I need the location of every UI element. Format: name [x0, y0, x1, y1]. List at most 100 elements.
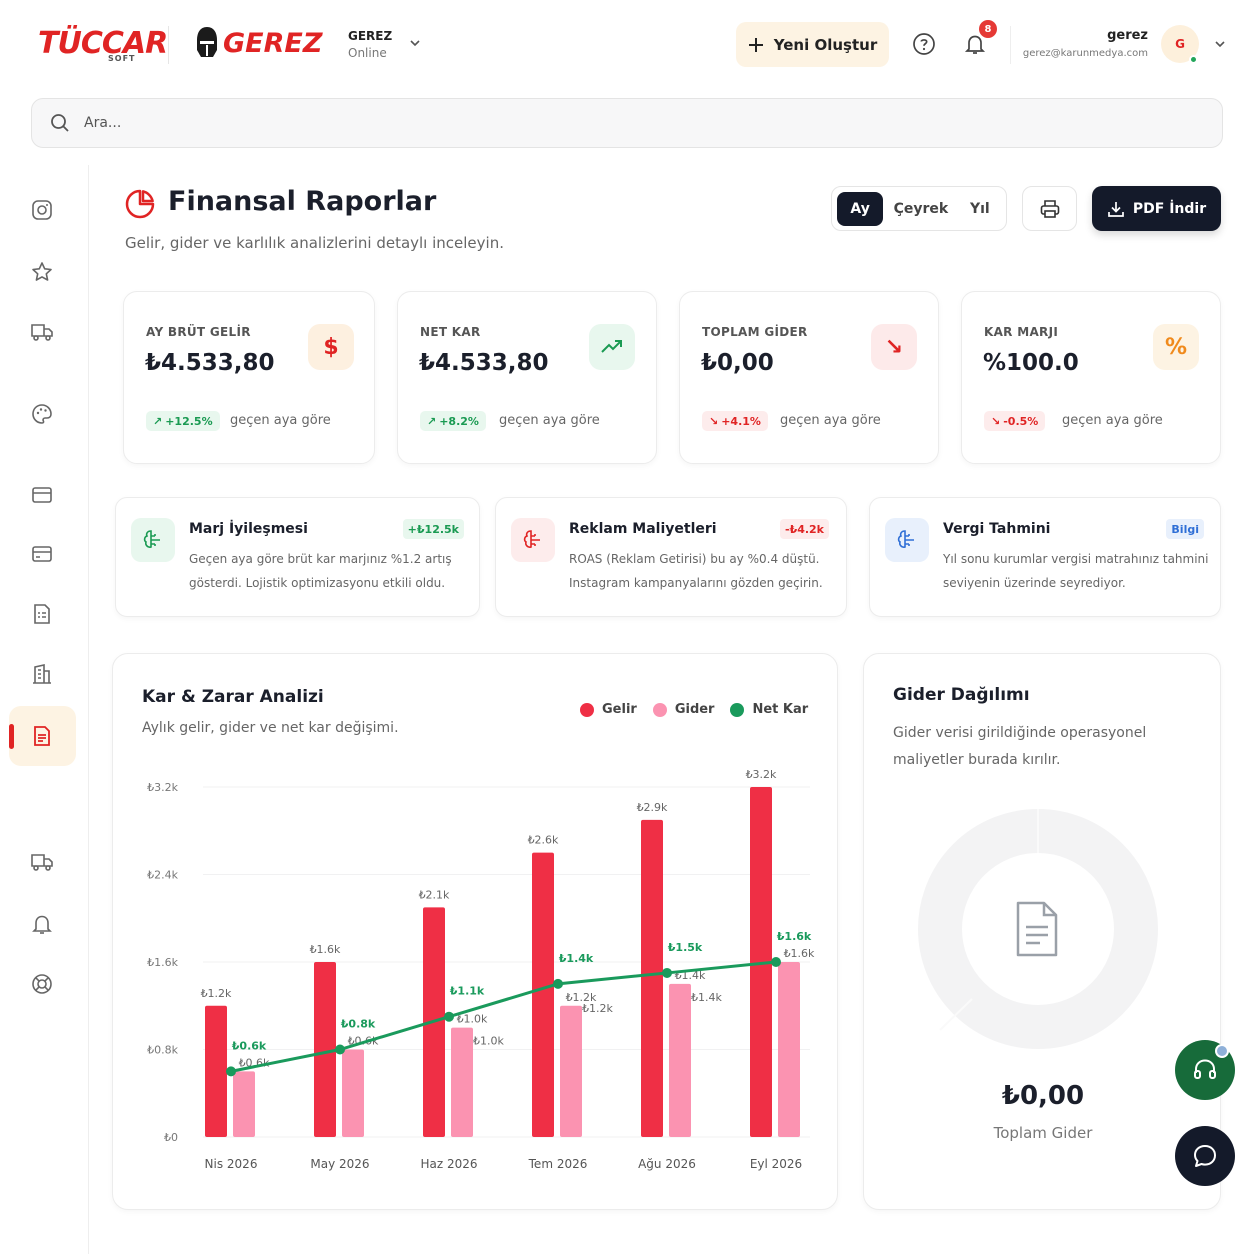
- insight-card-tax[interactable]: Vergi Tahmini Bilgi Yıl sonu kurumlar ve…: [869, 497, 1221, 617]
- sidebar-item-shipping[interactable]: [28, 318, 56, 346]
- net-profit-label: ₺1.6k: [777, 930, 812, 943]
- kpi-label: KAR MARJI: [984, 325, 1059, 339]
- insight-card-ad-costs[interactable]: Reklam Maliyetleri -₺4.2k ROAS (Reklam G…: [495, 497, 847, 617]
- bar-income: [641, 819, 663, 1137]
- legend-item-expense[interactable]: Gider: [652, 702, 714, 717]
- bar-income-label: ₺1.6k: [310, 943, 341, 956]
- bar-expense-label: ₺1.0k: [473, 1035, 504, 1048]
- legend-item-income[interactable]: Gelir: [580, 702, 637, 717]
- building-icon: [33, 664, 51, 684]
- y-tick-label: ₺3.2k: [147, 781, 178, 794]
- insight-title: Marj İyileşmesi: [189, 521, 308, 537]
- net-profit-line: [230, 960, 777, 1073]
- tuccar-logo[interactable]: TÜCCAR SOFT: [38, 26, 168, 63]
- pie-chart-icon: [125, 189, 155, 219]
- chevron-down-icon[interactable]: [1213, 37, 1227, 51]
- palette-icon: [32, 404, 52, 424]
- sidebar-item-payments[interactable]: [28, 540, 56, 568]
- sidebar-item-reports[interactable]: [28, 722, 56, 750]
- y-tick-label: ₺2.4k: [147, 869, 178, 882]
- search-icon: [51, 114, 69, 132]
- sidebar-divider: [88, 165, 89, 1254]
- pdf-download-button[interactable]: PDF İndir: [1092, 186, 1221, 231]
- search-input[interactable]: [84, 115, 1184, 131]
- report-icon: [34, 726, 50, 746]
- chart-legend: Gelir Gider Net Kar: [580, 702, 808, 717]
- bar-expense-label: ₺1.0k: [457, 1013, 488, 1026]
- chevron-down-icon[interactable]: [408, 36, 422, 50]
- sidebar-item-support[interactable]: [28, 970, 56, 998]
- bar-expense: [233, 1071, 255, 1137]
- x-tick-label: Nis 2026: [205, 1157, 258, 1171]
- y-tick-label: ₺0.8k: [147, 1044, 178, 1057]
- bar-expense-label: ₺1.2k: [566, 991, 597, 1004]
- insight-tag: +₺12.5k: [402, 519, 464, 539]
- message-button[interactable]: [1175, 1126, 1235, 1186]
- kpi-card-profit-margin: KAR MARJI %100.0 % ↘ -0.5% geçen aya göre: [961, 291, 1221, 464]
- sidebar-item-company[interactable]: [28, 660, 56, 688]
- legend-item-net-profit[interactable]: Net Kar: [730, 702, 808, 717]
- create-new-button[interactable]: Yeni Oluştur: [736, 22, 889, 67]
- kpi-label: AY BRÜT GELİR: [146, 325, 251, 339]
- user-name[interactable]: gerez: [1107, 28, 1148, 43]
- chart-subtitle: Aylık gelir, gider ve net kar değişimi.: [142, 720, 399, 736]
- kpi-label: NET KAR: [420, 325, 481, 339]
- period-year-tab[interactable]: Yıl: [969, 200, 990, 217]
- sidebar-item-instagram[interactable]: [28, 196, 56, 224]
- trend-down-icon: ↘: [709, 414, 719, 428]
- company-switcher[interactable]: GEREZ Online: [348, 29, 392, 60]
- sidebar-item-favorites[interactable]: [28, 258, 56, 286]
- distribution-title: Gider Dağılımı: [893, 685, 1030, 705]
- insight-card-margin[interactable]: Marj İyileşmesi +₺12.5k Geçen aya göre b…: [115, 497, 480, 617]
- bar-income: [205, 1005, 227, 1137]
- sidebar-active-highlight: [9, 706, 76, 766]
- kpi-compare-text: geçen aya göre: [1062, 413, 1163, 428]
- sidebar-active-indicator: [9, 724, 14, 749]
- notification-bell-icon[interactable]: [963, 32, 987, 56]
- sidebar-item-logistics[interactable]: [28, 848, 56, 876]
- download-icon: [1108, 201, 1124, 217]
- bar-expense-label: ₺1.2k: [582, 1002, 613, 1015]
- status-dot: [1215, 1044, 1229, 1058]
- sidebar-item-wallet[interactable]: [28, 481, 56, 509]
- online-status-dot: [1189, 55, 1198, 64]
- sidebar-item-design[interactable]: [28, 400, 56, 428]
- sidebar-item-notifications[interactable]: [28, 910, 56, 938]
- page-title: Finansal Raporlar: [168, 186, 437, 217]
- kpi-change-badge: ↗ +8.2%: [420, 411, 486, 431]
- net-profit-point: [444, 1011, 454, 1022]
- print-button[interactable]: [1022, 186, 1077, 231]
- trending-up-icon: [589, 324, 635, 370]
- top-bar: TÜCCAR SOFT GEREZ GEREZ Online Yeni Oluşt…: [0, 0, 1254, 90]
- period-quarter-tab[interactable]: Çeyrek: [893, 200, 949, 217]
- search-bar[interactable]: [31, 98, 1223, 148]
- bar-income-label: ₺2.9k: [637, 801, 668, 814]
- net-profit-point: [226, 1066, 236, 1077]
- profit-loss-card: Kar & Zarar Analizi Aylık gelir, gider v…: [112, 653, 838, 1210]
- period-month-tab[interactable]: Ay: [837, 191, 884, 226]
- trend-up-icon: ↗: [153, 414, 163, 428]
- donut-segment-divider: [939, 809, 1039, 1031]
- page-subtitle: Gelir, gider ve karlılık analizlerini de…: [125, 234, 504, 252]
- bar-expense: [778, 962, 800, 1137]
- document-icon: [1016, 901, 1058, 957]
- header-divider: [168, 26, 169, 64]
- company-status: Online: [348, 46, 387, 60]
- y-tick-label: ₺1.6k: [147, 956, 178, 969]
- bar-income: [532, 852, 554, 1137]
- sidebar-item-invoices[interactable]: [28, 600, 56, 628]
- kpi-card-gross-income: AY BRÜT GELİR ₺4.533,80 $ ↗ +12.5% geçen …: [123, 291, 375, 464]
- profit-loss-chart: ₺0 ₺0.8k ₺1.6k ₺2.4k ₺3.2k ₺1.2k ₺0.6k Nis 2026…: [147, 768, 815, 1171]
- star-icon: [32, 262, 52, 281]
- net-profit-point: [335, 1044, 345, 1055]
- net-profit-point: [771, 957, 781, 967]
- support-chat-button[interactable]: [1175, 1040, 1235, 1100]
- bar-income-label: ₺2.1k: [419, 888, 450, 901]
- header-divider: [1010, 26, 1011, 64]
- help-icon[interactable]: [912, 32, 936, 56]
- truck-icon: [31, 324, 53, 341]
- insight-tag: -₺4.2k: [779, 519, 829, 539]
- arrow-down-right-icon: ↘: [871, 324, 917, 370]
- insight-body: Yıl sonu kurumlar vergisi matrahınız tah…: [943, 552, 1209, 590]
- bar-expense-label: ₺1.6k: [784, 947, 815, 960]
